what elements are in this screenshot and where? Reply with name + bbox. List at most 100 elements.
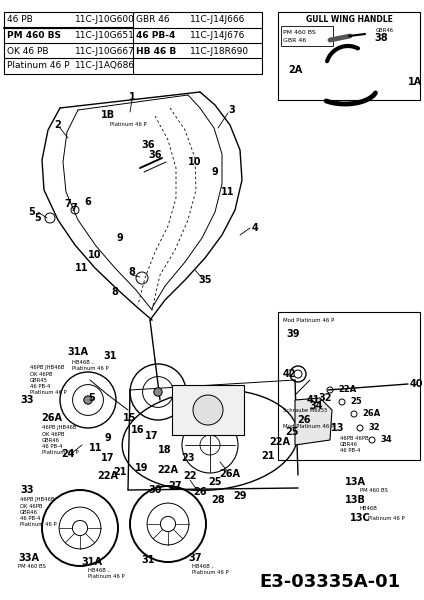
Text: 7: 7 <box>64 199 71 209</box>
Text: 33A: 33A <box>18 553 39 563</box>
Text: 42: 42 <box>283 369 296 379</box>
Bar <box>172 385 244 435</box>
Text: 4: 4 <box>251 223 258 233</box>
Text: Platinum 46 P: Platinum 46 P <box>110 121 147 127</box>
Text: 3: 3 <box>229 105 235 115</box>
Text: 26A: 26A <box>362 409 380 419</box>
Text: 26A: 26A <box>42 413 62 423</box>
Text: HB46B: HB46B <box>360 505 378 511</box>
Text: HB46B ,: HB46B , <box>88 568 109 572</box>
Text: 5: 5 <box>89 393 95 403</box>
Bar <box>4 12 262 74</box>
Text: 30: 30 <box>148 485 162 495</box>
Text: 46 PB-4: 46 PB-4 <box>136 31 176 40</box>
Text: 10: 10 <box>188 157 202 167</box>
Text: 46 PB-4: 46 PB-4 <box>42 443 62 449</box>
Text: PM 460 BS: PM 460 BS <box>360 487 388 493</box>
Text: 5: 5 <box>35 213 42 223</box>
Text: 19: 19 <box>135 463 149 473</box>
Text: OK 46 PB: OK 46 PB <box>7 46 48 55</box>
Text: 11: 11 <box>221 187 235 197</box>
Text: PM 460 BS: PM 460 BS <box>283 29 316 34</box>
Text: 9: 9 <box>117 233 123 243</box>
Text: 34: 34 <box>380 436 392 445</box>
Text: 11C-J10G667: 11C-J10G667 <box>75 46 135 55</box>
Text: 18: 18 <box>158 445 172 455</box>
Text: 35: 35 <box>198 275 212 285</box>
Text: 16: 16 <box>131 425 145 435</box>
Circle shape <box>84 396 92 404</box>
Text: 11C-J14J676: 11C-J14J676 <box>190 31 245 40</box>
Text: 46 PB-4: 46 PB-4 <box>20 515 40 520</box>
Text: 31A: 31A <box>67 347 89 357</box>
Text: 22A: 22A <box>157 465 179 475</box>
Text: 11C-J10G600: 11C-J10G600 <box>75 16 135 25</box>
Text: 46PB JHB46B: 46PB JHB46B <box>30 365 64 370</box>
Text: 29: 29 <box>233 491 247 501</box>
Text: HB46B ,: HB46B , <box>192 563 213 569</box>
Text: 8: 8 <box>112 287 118 297</box>
Text: 32: 32 <box>368 424 379 433</box>
Text: 22A: 22A <box>98 471 118 481</box>
Bar <box>281 26 333 46</box>
Text: 22: 22 <box>183 471 197 481</box>
Text: OK 46PB: OK 46PB <box>20 503 42 509</box>
Text: 27: 27 <box>168 481 182 491</box>
Text: Platinum 46 P: Platinum 46 P <box>42 449 78 455</box>
Text: 26: 26 <box>297 415 311 425</box>
Text: 46 PB-4: 46 PB-4 <box>30 383 50 389</box>
Text: 8: 8 <box>128 267 135 277</box>
Text: 1: 1 <box>128 92 135 102</box>
Text: 38: 38 <box>374 33 388 43</box>
Text: 15: 15 <box>123 413 137 423</box>
Text: Platinum 46 P: Platinum 46 P <box>72 365 109 370</box>
Text: GBR 46: GBR 46 <box>136 16 170 25</box>
Text: Platinum 46 P: Platinum 46 P <box>7 61 70 70</box>
Text: 13B: 13B <box>345 495 365 505</box>
Text: 10: 10 <box>88 250 102 260</box>
Text: 32: 32 <box>318 393 332 403</box>
Text: 31: 31 <box>103 351 117 361</box>
Text: 17: 17 <box>101 453 115 463</box>
Text: 40: 40 <box>410 379 424 389</box>
Circle shape <box>193 395 223 425</box>
Text: HB46B ,: HB46B , <box>72 359 93 364</box>
Text: 28: 28 <box>211 495 225 505</box>
Text: 1A: 1A <box>408 77 422 87</box>
Text: 22A: 22A <box>270 437 290 447</box>
Text: 11: 11 <box>75 263 89 273</box>
Text: OK 46PB: OK 46PB <box>42 431 64 437</box>
Text: 24: 24 <box>61 449 75 459</box>
Text: 5: 5 <box>29 207 35 217</box>
Text: 36: 36 <box>148 150 162 160</box>
Text: GBR46: GBR46 <box>340 442 358 446</box>
Text: 41: 41 <box>306 395 320 405</box>
Text: PM 460 BS: PM 460 BS <box>7 31 61 40</box>
Text: GULL WING HANDLE: GULL WING HANDLE <box>306 16 393 25</box>
Text: Mod Platinum 46 P: Mod Platinum 46 P <box>283 319 335 323</box>
Text: Platinum 46 P: Platinum 46 P <box>20 521 57 527</box>
Text: E3-03335A-01: E3-03335A-01 <box>259 573 401 591</box>
Text: 13A: 13A <box>344 477 365 487</box>
Text: 25: 25 <box>208 477 222 487</box>
Text: 1B: 1B <box>101 110 115 120</box>
Text: 39: 39 <box>286 329 299 339</box>
Text: 37: 37 <box>188 553 202 563</box>
Polygon shape <box>295 398 332 445</box>
Text: HB 46 B: HB 46 B <box>136 46 176 55</box>
Text: Platinum 46 P: Platinum 46 P <box>192 569 229 575</box>
Text: 23: 23 <box>181 453 195 463</box>
Text: A: A <box>198 410 203 419</box>
Text: 7: 7 <box>71 203 77 213</box>
Text: 21: 21 <box>113 467 127 477</box>
Text: 25: 25 <box>350 397 362 407</box>
Text: 33: 33 <box>20 395 33 405</box>
Text: 36: 36 <box>141 140 155 150</box>
Text: Platinum 46 P: Platinum 46 P <box>88 574 125 578</box>
Text: GBR 46: GBR 46 <box>283 37 306 43</box>
Text: 13C: 13C <box>350 513 371 523</box>
Text: 9: 9 <box>105 433 112 443</box>
Text: 31A: 31A <box>81 557 103 567</box>
Text: 11: 11 <box>89 443 103 453</box>
Text: 34: 34 <box>309 401 323 411</box>
